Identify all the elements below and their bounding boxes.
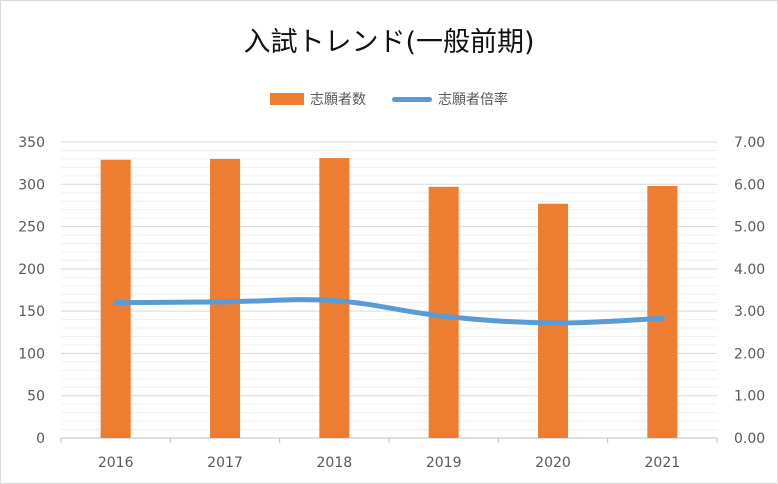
bar — [647, 185, 678, 438]
y2-tick-label: 4.00 — [734, 262, 765, 278]
x-tick-label: 2018 — [317, 455, 353, 471]
x-tick-label: 2021 — [645, 455, 681, 471]
y2-tick-label: 0.00 — [734, 431, 765, 447]
bar — [210, 158, 240, 438]
legend-swatch-bar — [270, 93, 304, 105]
y-tick-label: 150 — [18, 304, 45, 320]
y2-tick-label: 5.00 — [734, 220, 765, 236]
bar — [100, 159, 131, 438]
y2-tick-label: 6.00 — [734, 177, 765, 193]
legend-label-line: 志願者倍率 — [438, 92, 508, 108]
y-tick-label: 50 — [27, 389, 45, 405]
legend-item-line: 志願者倍率 — [392, 89, 508, 109]
legend-swatch-line — [392, 96, 432, 102]
x-tick-label: 2020 — [535, 455, 571, 471]
y-tick-label: 100 — [18, 346, 45, 362]
y-tick-label: 200 — [18, 262, 45, 278]
y-tick-label: 0 — [36, 431, 45, 447]
y-tick-label: 350 — [18, 135, 45, 151]
line-series — [113, 297, 665, 326]
y-tick-label: 300 — [18, 177, 45, 193]
y2-tick-label: 2.00 — [734, 346, 765, 362]
legend-label-bar: 志願者数 — [310, 92, 366, 108]
y2-tick-label: 7.00 — [734, 135, 765, 151]
x-tick-label: 2017 — [207, 455, 243, 471]
y-tick-label: 250 — [18, 220, 45, 236]
chart-legend: 志願者数 志願者倍率 — [1, 89, 777, 109]
bar — [428, 186, 459, 438]
y2-tick-label: 3.00 — [734, 304, 765, 320]
x-tick-label: 2019 — [426, 455, 462, 471]
legend-item-bar: 志願者数 — [270, 89, 366, 109]
y2-tick-label: 1.00 — [734, 389, 765, 405]
chart-title: 入試トレンド(一般前期) — [243, 27, 535, 58]
x-tick-label: 2016 — [98, 455, 134, 471]
